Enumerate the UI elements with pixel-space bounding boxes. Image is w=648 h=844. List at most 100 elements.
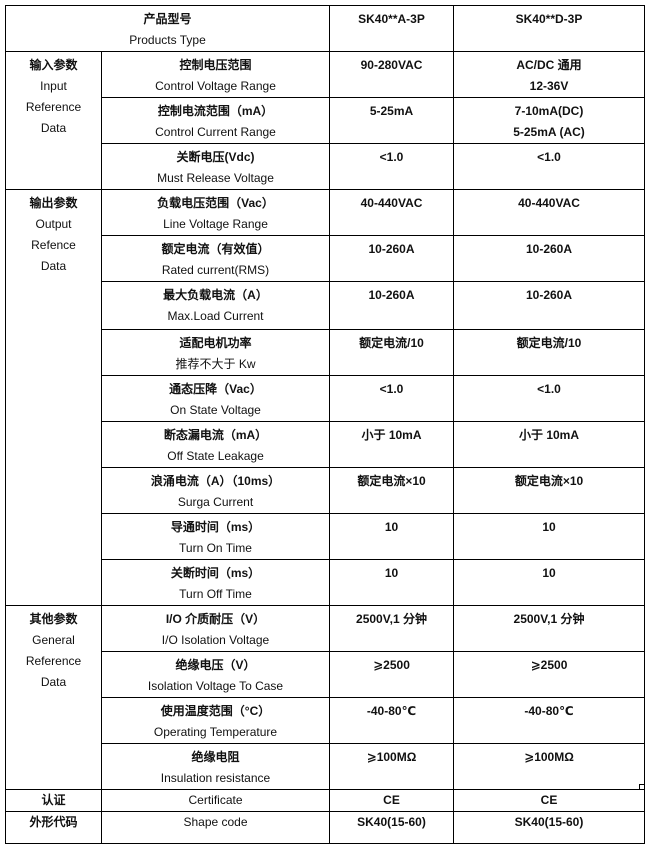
parameter-name-en: Surga Current — [177, 495, 254, 509]
value-text: 10-260A — [525, 288, 573, 302]
group-label-en: Reference — [25, 654, 82, 668]
cell-d: SK40(15-60) — [453, 811, 645, 844]
model-d-header: SK40**D-3P — [453, 5, 645, 52]
group-label-cn: 输入参数 — [29, 58, 78, 72]
parameter-name-cn: 最大负载电流（A） — [163, 288, 268, 302]
table-row: 断态漏电流（mA） Off State Leakage 小于 10mA 小于 10mA — [6, 421, 645, 468]
value-text: 5-25mA (AC) — [513, 125, 585, 139]
value-cell-a: ⩾2500 — [329, 651, 454, 698]
value-cell-a: <1.0 — [329, 143, 454, 190]
parameter-name-en: Max.Load Current — [167, 309, 264, 323]
value-text: 7-10mA(DC) — [514, 104, 584, 118]
value-text: AC/DC 通用 — [516, 58, 582, 72]
header-label-en: Products Type — [129, 33, 206, 47]
value-text: 5-25mA — [369, 104, 414, 118]
value-text: 40-440VAC — [518, 196, 580, 210]
table-row: 输入参数 Input Reference Data 控制电压范围 Control Volt… — [5, 51, 645, 190]
value-cell-a: 5-25mA — [329, 97, 454, 144]
value-cell-d: 10 — [453, 559, 645, 606]
parameter-cell: 导通时间（ms） Turn On Time — [101, 513, 330, 560]
header-row: 产品型号 Products Type SK40**A-3P SK40**D-3P — [5, 5, 645, 52]
parameter-cell: 最大负载电流（A） Max.Load Current — [101, 281, 330, 330]
value-cell-a: 10-260A — [329, 281, 454, 330]
group-label: 输入参数 Input Reference Data — [5, 51, 102, 190]
cell-text: 认证 — [41, 793, 66, 807]
parameter-name-en: Must Release Voltage — [157, 171, 274, 185]
group-label-en: Data — [40, 675, 67, 689]
parameter-name-en: Control Voltage Range — [155, 79, 276, 93]
parameter-name-en: Turn Off Time — [179, 587, 252, 601]
table-row: 绝缘电阻 Insulation resistance ⩾100MΩ ⩾100MΩ — [6, 743, 645, 790]
parameter-cell: 控制电压范围 Control Voltage Range — [101, 51, 330, 98]
value-cell-a: 10-260A — [329, 235, 454, 282]
value-text: 额定电流×10 — [357, 474, 426, 488]
cell-text: Certificate — [188, 793, 243, 807]
parameter-name-cn: 额定电流（有效值） — [161, 242, 270, 256]
parameter-name-en: 推荐不大于 Kw — [175, 357, 256, 371]
value-text: <1.0 — [379, 150, 404, 164]
parameter-name-cn: 适配电机功率 — [179, 336, 252, 350]
parameter-name-en: On State Voltage — [170, 403, 261, 417]
group-label-en: Input — [40, 79, 67, 93]
spec-table: 产品型号 Products Type SK40**A-3P SK40**D-3P… — [5, 5, 645, 844]
value-cell-a: 10 — [329, 513, 454, 560]
value-text: <1.0 — [379, 382, 404, 396]
value-text: -40-80℃ — [366, 704, 417, 718]
value-text: 2500V,1 分钟 — [356, 612, 427, 626]
value-cell-d: 40-440VAC — [453, 189, 645, 236]
parameter-name-cn: I/O 介质耐压（V） — [165, 612, 266, 626]
value-text: ⩾2500 — [373, 658, 410, 672]
value-text: 10-260A — [368, 288, 415, 302]
group-label-en: Reference — [25, 100, 82, 114]
table-row: 适配电机功率 推荐不大于 Kw 额定电流/10 额定电流/10 — [6, 329, 645, 376]
value-cell-d: ⩾2500 — [453, 651, 645, 698]
parameter-name-cn: 控制电压范围 — [179, 58, 252, 72]
parameter-cell: 使用温度范围（°C） Operating Temperature — [101, 697, 330, 744]
group-label-en: General — [32, 633, 75, 647]
parameter-name-cn: 通态压降（Vac） — [169, 382, 262, 396]
value-cell-d: 小于 10mA — [453, 421, 645, 468]
parameter-name-en: Off State Leakage — [167, 449, 264, 463]
value-cell-d: ⩾100MΩ — [453, 743, 645, 790]
value-text: 90-280VAC — [360, 58, 423, 72]
value-text: 2500V,1 分钟 — [513, 612, 585, 626]
parameter-cell: 绝缘电压（V） Isolation Voltage To Case — [101, 651, 330, 698]
parameter-name-en: Operating Temperature — [153, 725, 278, 739]
parameter-name-en: Control Current Range — [155, 125, 276, 139]
cell-text: CE — [540, 793, 558, 807]
products-type-header: 产品型号 Products Type — [5, 5, 330, 52]
table-row: 浪涌电流（A）（10ms） Surga Current 额定电流×10 额定电流×10 — [6, 467, 645, 514]
value-cell-d: 2500V,1 分钟 — [453, 605, 645, 652]
parameter-name-cn: 关断时间（ms） — [170, 566, 261, 580]
table-row: 认证 Certificate CE CE — [5, 789, 645, 812]
value-text: ⩾100MΩ — [524, 750, 574, 764]
parameter-name-en: Turn On Time — [179, 541, 252, 555]
parameter-cell: 负载电压范围（Vac） Line Voltage Range — [101, 189, 330, 236]
value-cell-d: <1.0 — [453, 375, 645, 422]
parameter-name-en: Isolation Voltage To Case — [147, 679, 284, 693]
parameter-cell: 浪涌电流（A）（10ms） Surga Current — [101, 467, 330, 514]
cell-text: Shape code — [183, 815, 248, 829]
value-cell-d: 10 — [453, 513, 645, 560]
parameter-name-cn: 绝缘电阻 — [191, 750, 240, 764]
value-cell-d: AC/DC 通用 12-36V — [453, 51, 645, 98]
value-text: 10 — [384, 566, 399, 580]
parameter-cell: 通态压降（Vac） On State Voltage — [101, 375, 330, 422]
table-end-marker — [639, 784, 645, 790]
value-text: 10 — [384, 520, 399, 534]
value-text: 小于 10mA — [361, 428, 422, 442]
group-label-cn: 其他参数 — [29, 612, 78, 626]
cell-a: CE — [329, 789, 454, 812]
parameter-name-cn: 断态漏电流（mA） — [163, 428, 268, 442]
value-text: 额定电流/10 — [516, 336, 582, 350]
cell-a: SK40(15-60) — [329, 811, 454, 844]
value-text: 10 — [542, 566, 556, 580]
value-cell-d: 额定电流×10 — [453, 467, 645, 514]
value-text: 10-260A — [368, 242, 415, 256]
value-text: 10-260A — [525, 242, 573, 256]
value-cell-d: 额定电流/10 — [453, 329, 645, 376]
group-label-en: Data — [40, 121, 67, 135]
model-a-header: SK40**A-3P — [329, 5, 454, 52]
cell-d: CE — [453, 789, 645, 812]
value-text: 额定电流×10 — [514, 474, 584, 488]
